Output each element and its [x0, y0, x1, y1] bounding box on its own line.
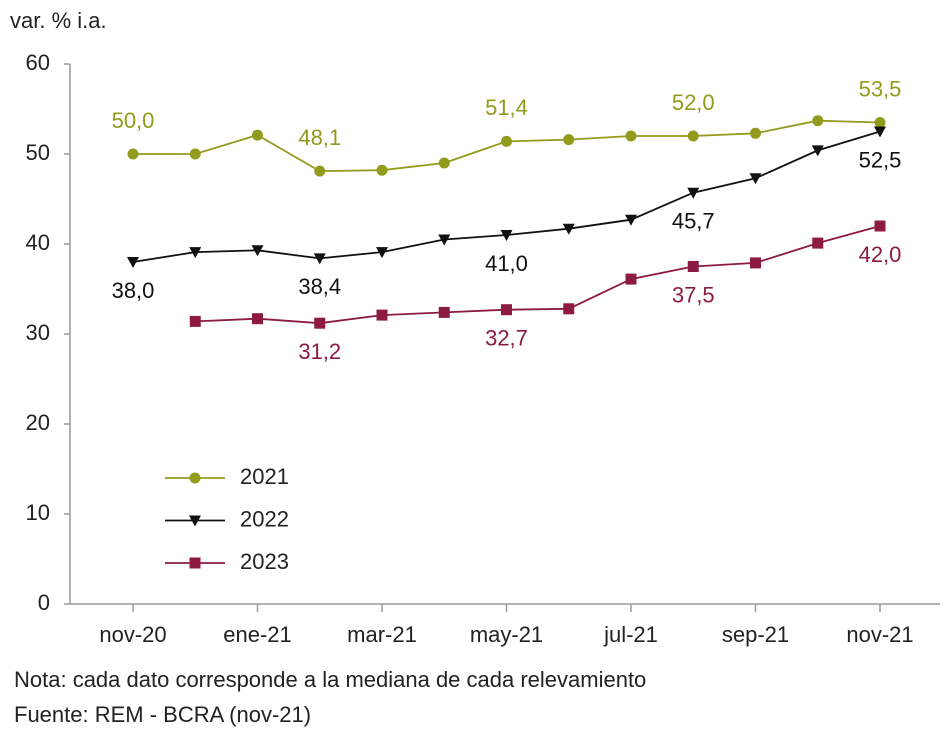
y-tick-label: 30 — [26, 320, 50, 345]
data-point — [252, 129, 263, 141]
source: Fuente: REM - BCRA (nov-21) — [14, 702, 311, 727]
data-point — [376, 309, 388, 321]
data-point — [625, 130, 637, 142]
value-label: 52,5 — [859, 147, 902, 172]
x-tick-label: mar-21 — [347, 622, 417, 647]
data-point — [313, 253, 326, 265]
data-point — [438, 157, 450, 169]
data-point — [812, 115, 824, 127]
value-label: 50,0 — [112, 108, 155, 133]
value-label: 51,4 — [485, 95, 528, 120]
data-point — [687, 261, 699, 272]
data-point — [874, 117, 886, 128]
data-point — [874, 220, 886, 232]
data-point — [812, 237, 824, 249]
y-tick-label: 50 — [26, 140, 50, 165]
data-point — [501, 304, 512, 316]
series-line — [132, 130, 881, 263]
y-axis-label: var. % i.a. — [10, 8, 107, 33]
data-point — [189, 148, 201, 160]
value-label: 52,0 — [672, 90, 715, 115]
data-point — [252, 313, 263, 325]
value-label: 38,4 — [298, 274, 341, 299]
legend-marker — [189, 472, 201, 484]
data-point — [501, 135, 512, 147]
x-tick-label: may-21 — [470, 622, 543, 647]
data-point — [314, 165, 326, 177]
y-tick-label: 60 — [26, 50, 50, 75]
data-point — [750, 257, 761, 269]
legend-marker — [189, 557, 201, 569]
x-tick-label: jul-21 — [603, 622, 658, 647]
value-label: 53,5 — [859, 76, 902, 101]
legend-label: 2022 — [240, 506, 289, 531]
y-tick-label: 40 — [26, 230, 50, 255]
data-point — [562, 223, 575, 235]
series-line — [195, 225, 881, 325]
data-point — [376, 247, 388, 259]
x-tick-label: sep-21 — [722, 622, 789, 647]
data-point — [314, 317, 326, 329]
data-point — [500, 230, 513, 241]
data-point — [563, 303, 575, 315]
value-label: 42,0 — [859, 242, 902, 267]
data-point — [376, 164, 388, 176]
data-point — [625, 273, 637, 285]
data-point — [438, 234, 451, 246]
data-point — [874, 126, 886, 138]
value-label: 32,7 — [485, 326, 528, 351]
data-point — [127, 148, 139, 160]
value-label: 48,1 — [298, 125, 341, 150]
data-point — [438, 306, 450, 318]
y-tick-label: 10 — [26, 500, 50, 525]
data-point — [687, 130, 699, 142]
data-point — [251, 245, 264, 257]
data-point — [811, 145, 824, 157]
x-tick-label: nov-20 — [99, 622, 166, 647]
data-point — [687, 187, 700, 199]
value-label: 45,7 — [672, 209, 715, 234]
x-tick-label: ene-21 — [223, 622, 292, 647]
note: Nota: cada dato corresponde a la mediana… — [14, 667, 646, 692]
data-point — [625, 214, 637, 226]
x-tick-label: nov-21 — [846, 622, 913, 647]
legend-label: 2021 — [240, 464, 289, 489]
data-point — [749, 173, 762, 185]
legend-label: 2023 — [240, 549, 289, 574]
data-point — [563, 134, 575, 146]
legend-marker — [189, 515, 201, 527]
y-tick-label: 20 — [26, 410, 50, 435]
data-point — [127, 257, 139, 268]
value-label: 37,5 — [672, 282, 715, 307]
data-point — [189, 315, 201, 327]
value-label: 31,2 — [298, 339, 341, 364]
value-label: 38,0 — [112, 278, 155, 303]
data-point — [189, 247, 202, 259]
value-label: 41,0 — [485, 251, 528, 276]
data-point — [750, 127, 761, 139]
y-tick-label: 0 — [38, 590, 50, 615]
